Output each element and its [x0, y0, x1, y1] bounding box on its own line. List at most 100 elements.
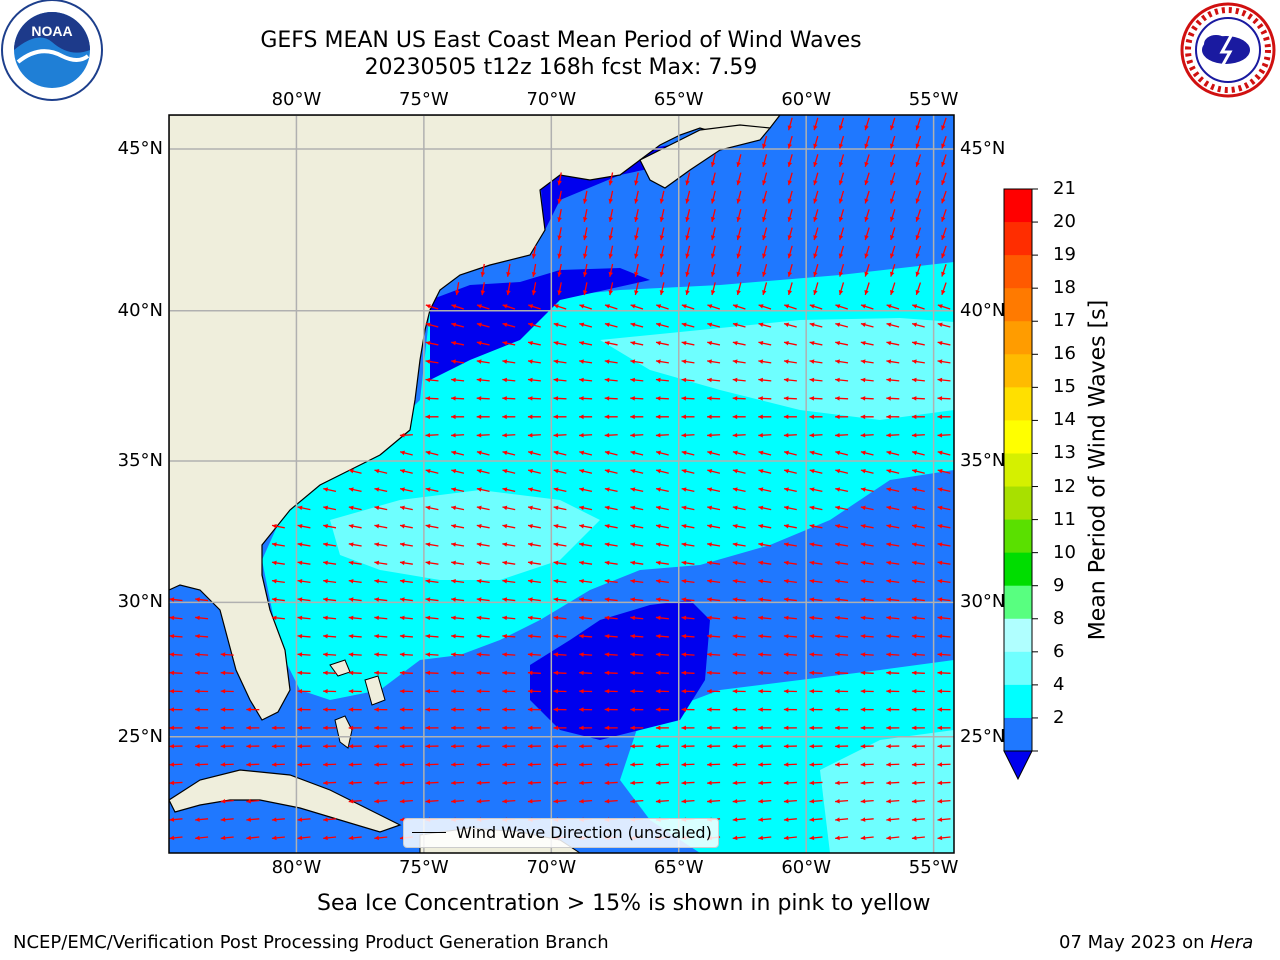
wind-arrow-head — [809, 835, 815, 841]
wind-arrow-head — [707, 432, 712, 438]
colorbar-frame — [1003, 188, 1033, 752]
wind-arrow-head — [374, 633, 379, 639]
wind-arrow-head — [634, 235, 639, 241]
wind-arrow-head — [813, 180, 818, 186]
wind-arrow-head — [476, 450, 482, 456]
wind-arrow-head — [912, 487, 917, 492]
wind-arrow-head — [630, 707, 635, 712]
wind-arrow-head — [527, 615, 533, 621]
wind-arrow-head — [348, 597, 354, 602]
wind-arrow-head — [557, 217, 562, 222]
chart-title: GEFS MEAN US East Coast Mean Period of W… — [260, 28, 862, 53]
wind-arrow-head — [890, 198, 895, 204]
wind-arrow-head — [557, 235, 562, 241]
wind-arrow-head — [835, 359, 840, 364]
wind-arrow-head — [784, 322, 790, 327]
wind-arrow-head — [911, 615, 917, 621]
wind-arrow-head — [886, 340, 892, 346]
colorbar-tick-label: 21 — [1053, 178, 1076, 199]
wind-arrow-head — [732, 359, 738, 364]
map-legend: Wind Wave Direction (unscaled) — [403, 818, 719, 848]
noaa-logo: NOAA — [1, 0, 103, 101]
wind-arrow-head — [527, 633, 533, 639]
wind-arrow-head — [860, 377, 866, 383]
noaa-logo-text: NOAA — [31, 23, 72, 39]
wind-arrow-head — [758, 798, 763, 804]
land-nova-scotia — [639, 124, 772, 189]
wind-arrow-head — [579, 432, 584, 438]
wind-arrow-head — [476, 780, 482, 786]
wind-arrow-head — [399, 560, 405, 566]
wind-arrow-head — [348, 633, 354, 639]
wind-arrow-head — [374, 798, 379, 804]
wind-arrow-head — [813, 271, 818, 277]
wind-arrow-head — [937, 542, 943, 547]
wind-arrow-head — [630, 396, 635, 401]
wind-arrow-head — [783, 707, 789, 712]
wind-arrow-head — [527, 597, 533, 602]
wind-arrow-head — [783, 615, 789, 621]
wind-arrow-head — [297, 743, 303, 749]
wind-arrow-head — [783, 688, 789, 694]
wind-arrow-head — [502, 450, 508, 456]
wind-arrow-head — [476, 377, 482, 383]
colorbar-band — [1004, 453, 1032, 488]
wind-arrow-head — [835, 725, 840, 731]
colorbar-tick-label: 11 — [1053, 508, 1076, 530]
wind-arrow-head — [732, 835, 738, 841]
wind-arrow-head — [604, 487, 610, 492]
wind-arrow-head — [476, 396, 482, 401]
wind-arrow-head — [758, 450, 764, 456]
wind-arrow-head — [451, 560, 456, 566]
wind-arrow-head — [451, 633, 456, 639]
wind-arrow-head — [681, 670, 687, 676]
wind-arrow-head — [886, 304, 892, 309]
wind-arrow-head — [195, 670, 200, 676]
wind-arrow-head — [579, 688, 584, 694]
wind-arrow-head — [630, 359, 636, 364]
wind-arrow-head — [476, 762, 482, 767]
wind-arrow-head — [604, 707, 610, 712]
wind-arrow-head — [732, 469, 738, 474]
wind-arrow-head — [941, 253, 946, 259]
wind-arrow-head — [656, 469, 661, 474]
wind-arrow-head — [783, 652, 789, 657]
wind-arrow-head — [451, 432, 456, 438]
wind-arrow-head — [783, 725, 789, 731]
wind-arrow-head — [915, 198, 920, 204]
wind-arrow-head — [809, 304, 815, 309]
wind-arrow-head — [399, 743, 405, 749]
wind-arrow-head — [476, 633, 482, 639]
wind-arrow-head — [890, 216, 895, 222]
wind-arrow-head — [758, 707, 763, 712]
wind-arrow-head — [860, 652, 866, 657]
wind-arrow-head — [425, 762, 431, 767]
wind-arrow-head — [502, 670, 507, 676]
wind-arrow-head — [681, 780, 687, 786]
wind-arrow-head — [835, 652, 840, 657]
wind-arrow-head — [630, 780, 635, 786]
wind-arrow-head — [374, 743, 379, 749]
wind-arrow-head — [608, 290, 613, 296]
wind-arrow-head — [911, 707, 917, 712]
wind-arrow-head — [553, 322, 559, 327]
wind-arrow-head — [655, 652, 661, 657]
wind-arrow-head — [758, 615, 763, 621]
wind-arrow-head — [604, 469, 610, 474]
wind-arrow-head — [681, 542, 687, 547]
wind-arrow-head — [630, 743, 635, 749]
wind-arrow-head — [476, 670, 482, 676]
wind-arrow-head — [813, 161, 818, 167]
lon-label-top: 75°W — [399, 89, 449, 110]
wind-arrow-head — [323, 835, 328, 841]
wind-arrow-head — [400, 505, 405, 511]
wind-arrow-head — [860, 633, 866, 639]
wind-arrow-head — [937, 523, 943, 529]
wind-arrow-head — [195, 688, 200, 694]
wind-arrow-head — [271, 725, 277, 731]
wind-arrow-head — [809, 505, 815, 511]
wind-arrow-head — [246, 743, 251, 749]
wind-arrow-head — [860, 578, 866, 584]
wind-arrow-head — [553, 469, 559, 474]
wind-arrow-head — [476, 505, 482, 511]
